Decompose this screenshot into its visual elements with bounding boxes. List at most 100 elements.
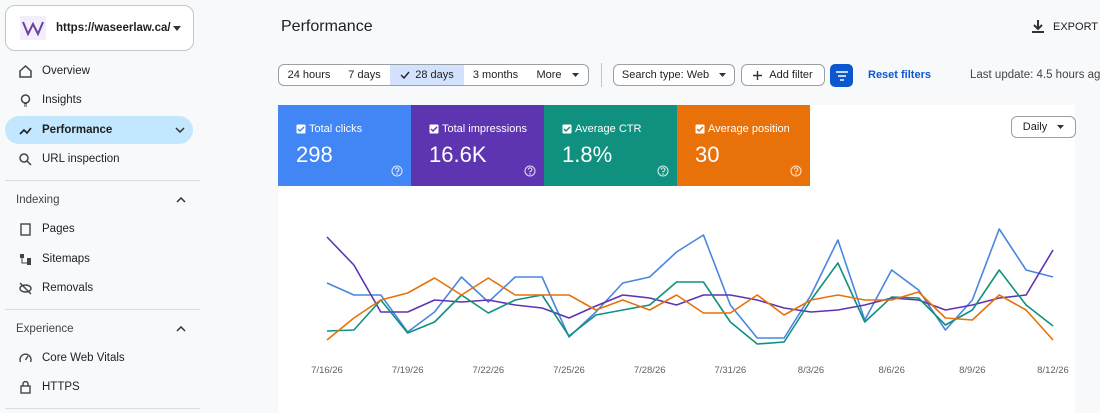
icon	[19, 64, 32, 78]
nav-item[interactable]: HTTPS	[5, 373, 193, 401]
add-filter-button[interactable]: Add filter	[741, 64, 825, 86]
nav-item[interactable]: Pages	[5, 215, 193, 243]
plus-icon	[753, 70, 763, 80]
icon	[19, 353, 32, 362]
check-icon	[400, 71, 410, 79]
x-tick-label: 7/22/26	[472, 365, 504, 376]
x-tick-label: 8/12/26	[1037, 365, 1069, 376]
icon	[19, 282, 32, 294]
section-title: Experience	[16, 323, 74, 335]
icon	[19, 152, 32, 166]
chart: 7/16/26 7/19/26 7/22/26 7/25/26 7/28/26 7/31/…	[311, 228, 1069, 376]
help-icon	[657, 165, 669, 177]
range-button[interactable]: 24 hours	[278, 64, 340, 86]
range-label: 7 days	[348, 69, 381, 81]
nav-item[interactable]: Overview	[5, 57, 193, 85]
help-icon	[524, 165, 536, 177]
range-button[interactable]: 7 days	[339, 64, 391, 86]
help-icon	[391, 165, 403, 177]
filter-icon	[836, 71, 848, 81]
range-button[interactable]: 3 months	[464, 64, 528, 86]
granularity-label: Daily	[1022, 121, 1048, 133]
nav-item[interactable]: URL inspection	[5, 145, 193, 173]
metric-card[interactable]: Total clicks 298	[278, 105, 411, 186]
page-title: Performance	[281, 18, 373, 35]
icon	[20, 380, 31, 394]
divider	[5, 309, 200, 310]
separator	[601, 63, 602, 87]
section-title: Indexing	[16, 194, 60, 206]
checkbox	[562, 124, 572, 134]
metric-label: Total clicks	[309, 123, 363, 135]
download-icon	[1032, 20, 1044, 33]
nav-label: Overview	[42, 65, 90, 77]
nav-item[interactable]: Removals	[5, 274, 193, 302]
nav-label: Removals	[42, 282, 94, 294]
chevron	[176, 197, 186, 203]
x-tick-label: 7/31/26	[714, 365, 746, 376]
add-filter-label: Add filter	[769, 69, 813, 81]
x-tick-label: 7/25/26	[553, 365, 585, 376]
search-type-label: Search type: Web	[621, 69, 710, 81]
nav-label: Pages	[42, 223, 75, 235]
x-tick-label: 8/3/26	[798, 365, 824, 376]
nav-label: URL inspection	[42, 153, 120, 165]
metric-value: 1.8%	[562, 142, 613, 167]
nav-label: HTTPS	[42, 381, 80, 393]
dropdown-arrow	[719, 73, 727, 77]
metric-value: 30	[695, 142, 720, 167]
search-type-button[interactable]: Search type: Web	[613, 64, 735, 86]
icon	[20, 253, 31, 265]
export-label: EXPORT	[1053, 20, 1099, 33]
x-tick-label: 8/9/26	[959, 365, 985, 376]
series-line	[326, 262, 1054, 345]
series-line	[326, 228, 1054, 339]
help-icon	[790, 165, 802, 177]
granularity-dropdown[interactable]: Daily	[1011, 116, 1076, 138]
metric-label: Total impressions	[442, 123, 527, 135]
dropdown-arrow	[571, 73, 579, 77]
range-button-selected[interactable]: 28 days	[390, 64, 465, 86]
x-tick-label: 8/6/26	[878, 365, 904, 376]
export-button[interactable]: EXPORT	[1032, 20, 1098, 33]
x-tick-label: 7/28/26	[634, 365, 666, 376]
chevron	[175, 127, 185, 133]
icon	[20, 93, 31, 106]
nav-item[interactable]: Sitemaps	[5, 245, 193, 273]
range-label: 24 hours	[287, 69, 331, 81]
range-label: More	[536, 69, 562, 81]
nav-item[interactable]: Core Web Vitals	[5, 344, 193, 372]
range-label: 28 days	[415, 69, 454, 81]
last-update: Last update: 4.5 hours ago	[970, 69, 1100, 81]
checkbox	[429, 124, 439, 134]
reset-filters-link[interactable]: Reset filters	[868, 69, 931, 81]
metric-value: 16.6K	[429, 142, 487, 167]
range-button[interactable]: More	[527, 64, 589, 86]
filter-icon-button[interactable]	[830, 64, 853, 87]
metric-card[interactable]: Average position 30	[677, 105, 810, 186]
metric-label: Average position	[708, 123, 790, 135]
metric-label: Average CTR	[575, 123, 642, 135]
property-selector[interactable]: https://waseerlaw.ca/	[5, 5, 194, 51]
nav-label: Performance	[42, 124, 113, 136]
metric-card[interactable]: Average CTR 1.8%	[544, 105, 677, 186]
checkbox	[695, 124, 705, 134]
divider	[5, 180, 200, 181]
dropdown-arrow	[173, 26, 181, 31]
dropdown-arrow	[1057, 125, 1065, 129]
icon	[20, 222, 31, 236]
metric-value: 298	[296, 142, 333, 167]
nav-label: Core Web Vitals	[42, 352, 125, 364]
nav-label: Sitemaps	[42, 253, 90, 265]
divider	[5, 408, 200, 409]
nav-item[interactable]: Performance	[5, 116, 193, 144]
sidebar: https://waseerlaw.ca/ Overview Insights …	[0, 0, 270, 413]
series-line	[326, 277, 1054, 341]
nav-label: Insights	[42, 94, 82, 106]
range-label: 3 months	[472, 69, 519, 81]
site-logo	[20, 16, 46, 40]
chevron	[176, 326, 186, 332]
nav-item[interactable]: Insights	[5, 86, 193, 114]
metric-card[interactable]: Total impressions 16.6K	[411, 105, 544, 186]
